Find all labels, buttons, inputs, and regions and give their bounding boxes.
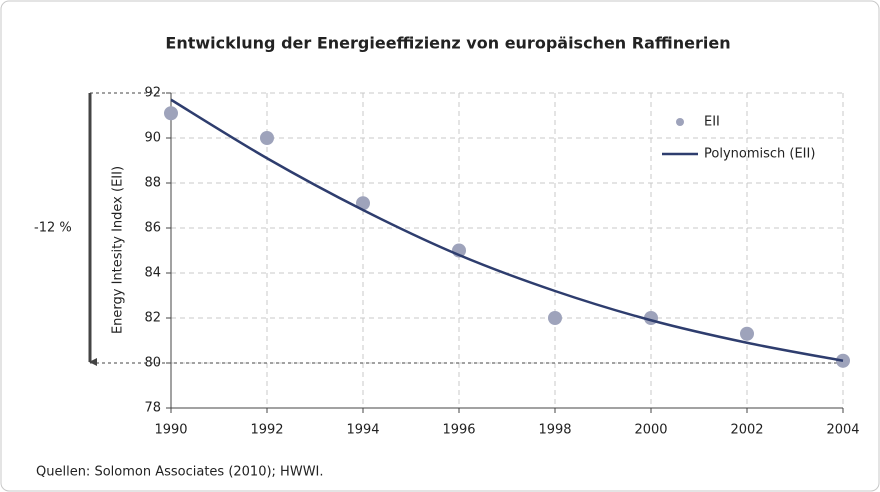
chart-title: Entwicklung der Energieeffizienz von eur…	[165, 34, 730, 53]
x-tick-label: 1998	[538, 423, 571, 438]
data-point	[740, 326, 754, 341]
y-tick-label: 82	[144, 311, 161, 326]
data-point	[548, 311, 562, 325]
y-tick-label: 86	[144, 221, 161, 236]
data-point	[164, 106, 178, 121]
y-tick-label: 84	[144, 266, 161, 281]
x-tick-label: 1990	[154, 423, 187, 438]
source: Quellen: Solomon Associates (2010); HWWI…	[36, 465, 324, 480]
y-tick-label: 90	[144, 131, 161, 146]
x-tick-label: 1992	[250, 423, 283, 438]
y-tick-label: 78	[144, 401, 161, 416]
legend-marker	[676, 118, 684, 126]
x-tick-label: 1994	[346, 423, 379, 438]
y-tick-label: 88	[144, 176, 161, 191]
x-tick-label: 2004	[826, 423, 859, 438]
x-tick-label: 1996	[442, 423, 475, 438]
data-point	[260, 131, 274, 145]
x-tick-label: 2002	[730, 423, 763, 438]
annotation-label: -12 %	[34, 221, 72, 236]
y-axis-label: Energy Intesity Index (EII)	[111, 166, 126, 334]
data-point	[356, 196, 370, 211]
x-tick-label: 2000	[634, 423, 667, 438]
legend-label: EII	[704, 115, 720, 130]
trend-line	[170, 98, 844, 362]
legend-label: Polynomisch (EII)	[704, 147, 815, 162]
